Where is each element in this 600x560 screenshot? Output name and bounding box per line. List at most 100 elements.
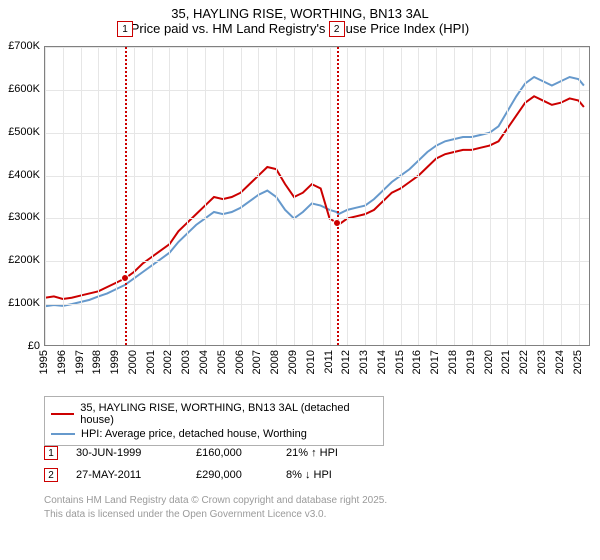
x-tick-label: 2001 <box>145 350 157 374</box>
gridline-v <box>507 47 508 345</box>
gridline-v <box>241 47 242 345</box>
gridline-v <box>223 47 224 345</box>
x-tick-label: 2015 <box>394 350 406 374</box>
gridline-v <box>579 47 580 345</box>
x-tick-label: 2016 <box>411 350 423 374</box>
title-line2: Price paid vs. HM Land Registry's House … <box>0 21 600 36</box>
gridline-v <box>63 47 64 345</box>
sale-marker-line <box>337 47 339 345</box>
gridline-v <box>312 47 313 345</box>
gridline-v <box>98 47 99 345</box>
chart-plot-area: 12 <box>44 46 590 346</box>
x-tick-label: 1996 <box>56 350 68 374</box>
x-tick-label: 2021 <box>500 350 512 374</box>
x-tick-label: 2010 <box>305 350 317 374</box>
sale-marker-flag: 2 <box>329 21 345 37</box>
gridline-v <box>152 47 153 345</box>
gridline-v <box>436 47 437 345</box>
y-tick-label: £300K <box>0 211 40 223</box>
x-tick-label: 2018 <box>447 350 459 374</box>
gridline-v <box>116 47 117 345</box>
gridline-v <box>525 47 526 345</box>
x-tick-label: 2023 <box>536 350 548 374</box>
sale-row-date: 27-MAY-2011 <box>76 469 196 481</box>
footer-line2: This data is licensed under the Open Gov… <box>44 508 387 522</box>
footer-text: Contains HM Land Registry data © Crown c… <box>44 494 387 521</box>
y-tick-label: £400K <box>0 169 40 181</box>
legend-item: 35, HAYLING RISE, WORTHING, BN13 3AL (de… <box>51 401 377 427</box>
gridline-v <box>401 47 402 345</box>
y-tick-label: £200K <box>0 254 40 266</box>
x-tick-label: 2011 <box>323 350 335 374</box>
gridline-v <box>543 47 544 345</box>
x-tick-label: 1999 <box>109 350 121 374</box>
gridline-v <box>276 47 277 345</box>
x-tick-label: 2019 <box>465 350 477 374</box>
x-tick-label: 2005 <box>216 350 228 374</box>
chart-container: 35, HAYLING RISE, WORTHING, BN13 3AL Pri… <box>0 0 600 560</box>
legend-item: HPI: Average price, detached house, Wort… <box>51 427 377 441</box>
legend-swatch <box>51 433 75 435</box>
sale-row-marker: 1 <box>44 446 58 460</box>
gridline-v <box>294 47 295 345</box>
sale-marker-dot <box>121 274 129 282</box>
x-tick-label: 2025 <box>572 350 584 374</box>
gridline-v <box>330 47 331 345</box>
x-tick-label: 2002 <box>162 350 174 374</box>
sale-row-price: £160,000 <box>196 447 286 459</box>
x-tick-label: 2008 <box>269 350 281 374</box>
y-tick-label: £500K <box>0 126 40 138</box>
sale-row-date: 30-JUN-1999 <box>76 447 196 459</box>
x-tick-label: 2020 <box>483 350 495 374</box>
gridline-v <box>169 47 170 345</box>
x-tick-label: 2017 <box>429 350 441 374</box>
y-tick-label: £700K <box>0 40 40 52</box>
x-tick-label: 2007 <box>251 350 263 374</box>
sale-row: 2 27-MAY-2011£290,0008% ↓ HPI <box>44 464 386 486</box>
y-tick-label: £0 <box>0 340 40 352</box>
gridline-v <box>561 47 562 345</box>
x-tick-label: 2024 <box>554 350 566 374</box>
sale-row-marker: 2 <box>44 468 58 482</box>
gridline-v <box>418 47 419 345</box>
y-tick-label: £100K <box>0 297 40 309</box>
x-tick-label: 2014 <box>376 350 388 374</box>
x-tick-label: 2013 <box>358 350 370 374</box>
gridline-v <box>81 47 82 345</box>
sale-marker-flag: 1 <box>117 21 133 37</box>
y-tick-label: £600K <box>0 83 40 95</box>
sale-row: 1 30-JUN-1999£160,00021% ↑ HPI <box>44 442 386 464</box>
sale-row-price: £290,000 <box>196 469 286 481</box>
x-tick-label: 2003 <box>180 350 192 374</box>
gridline-v <box>454 47 455 345</box>
x-tick-label: 2006 <box>234 350 246 374</box>
x-tick-label: 2000 <box>127 350 139 374</box>
gridline-v <box>205 47 206 345</box>
gridline-v <box>365 47 366 345</box>
sale-marker-line <box>125 47 127 345</box>
gridline-v <box>383 47 384 345</box>
gridline-v <box>258 47 259 345</box>
x-tick-label: 2009 <box>287 350 299 374</box>
gridline-v <box>187 47 188 345</box>
x-tick-label: 2004 <box>198 350 210 374</box>
x-tick-label: 2012 <box>340 350 352 374</box>
sale-row-delta: 21% ↑ HPI <box>286 447 386 459</box>
gridline-v <box>45 47 46 345</box>
sale-marker-dot <box>333 219 341 227</box>
gridline-v <box>490 47 491 345</box>
legend-label: HPI: Average price, detached house, Wort… <box>81 428 307 440</box>
gridline-v <box>472 47 473 345</box>
sale-row-delta: 8% ↓ HPI <box>286 469 386 481</box>
legend-swatch <box>51 413 74 415</box>
gridline-v <box>134 47 135 345</box>
sales-table: 1 30-JUN-1999£160,00021% ↑ HPI 2 27-MAY-201… <box>44 442 386 486</box>
x-tick-label: 2022 <box>518 350 530 374</box>
x-tick-label: 1998 <box>91 350 103 374</box>
x-tick-label: 1997 <box>74 350 86 374</box>
legend-label: 35, HAYLING RISE, WORTHING, BN13 3AL (de… <box>80 402 377 426</box>
title-line1: 35, HAYLING RISE, WORTHING, BN13 3AL <box>0 6 600 21</box>
legend-box: 35, HAYLING RISE, WORTHING, BN13 3AL (de… <box>44 396 384 446</box>
gridline-v <box>347 47 348 345</box>
title-block: 35, HAYLING RISE, WORTHING, BN13 3AL Pri… <box>0 0 600 38</box>
